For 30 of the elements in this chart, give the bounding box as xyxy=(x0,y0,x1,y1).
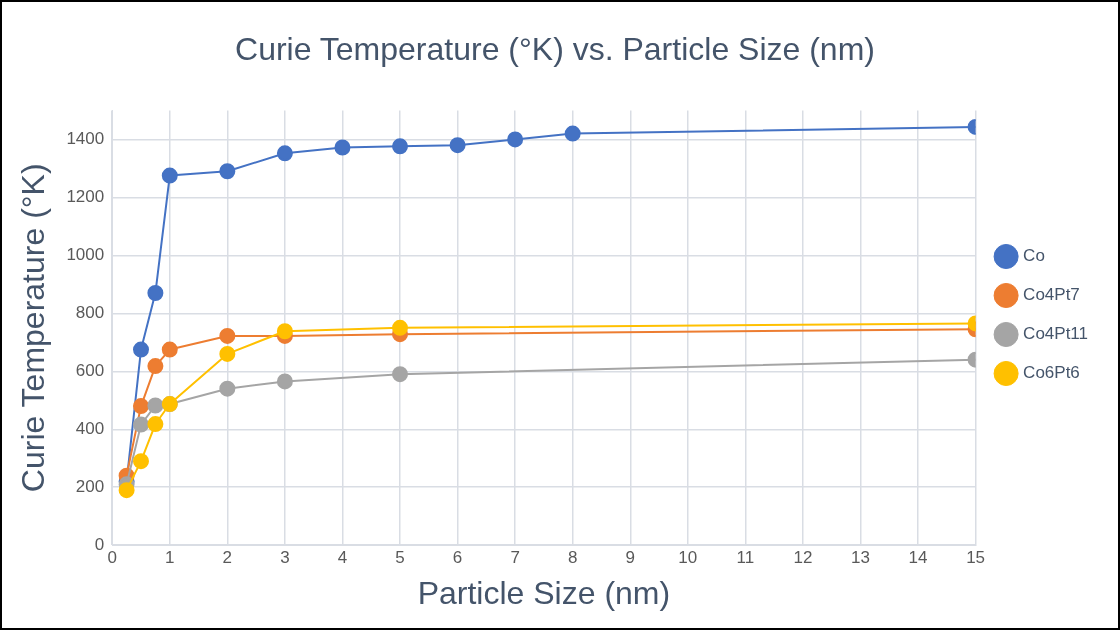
legend-label: Co4Pt11 xyxy=(1023,324,1089,344)
legend-label: Co4Pt7 xyxy=(1023,285,1080,305)
y-tick-label: 800 xyxy=(75,302,105,322)
x-tick-label: 2 xyxy=(222,548,233,568)
x-tick-label: 14 xyxy=(908,548,928,568)
x-tick-label: 1 xyxy=(165,548,175,568)
y-tick-label: 600 xyxy=(75,360,105,380)
x-tick-label: 15 xyxy=(966,548,986,568)
chart-title: Curie Temperature (°K) vs. Particle Size (nm) xyxy=(235,31,875,68)
y-tick-label: 1400 xyxy=(66,129,105,149)
x-tick-label: 3 xyxy=(280,548,290,568)
x-tick-label: 4 xyxy=(337,548,348,568)
x-tick-label: 6 xyxy=(452,548,463,568)
x-tick-label: 5 xyxy=(395,548,405,568)
legend-label: Co xyxy=(1023,246,1045,266)
y-tick-label: 1000 xyxy=(66,245,105,265)
y-tick-label: 0 xyxy=(94,534,105,554)
x-tick-label: 12 xyxy=(793,548,813,568)
y-tick-label: 200 xyxy=(75,476,105,496)
legend-label: Co6Pt6 xyxy=(1023,363,1080,383)
y-tick-label: 400 xyxy=(75,418,105,438)
x-tick-label: 7 xyxy=(510,548,520,568)
y-axis-title: Curie Temperature (°K) xyxy=(15,163,52,493)
x-tick-label: 8 xyxy=(567,548,578,568)
x-tick-label: 11 xyxy=(736,548,755,568)
x-axis-title: Particle Size (nm) xyxy=(417,574,671,611)
x-tick-label: 9 xyxy=(625,548,635,568)
x-tick-label: 13 xyxy=(851,548,870,568)
y-tick-label: 1200 xyxy=(66,187,105,207)
x-tick-label: 10 xyxy=(678,548,698,568)
